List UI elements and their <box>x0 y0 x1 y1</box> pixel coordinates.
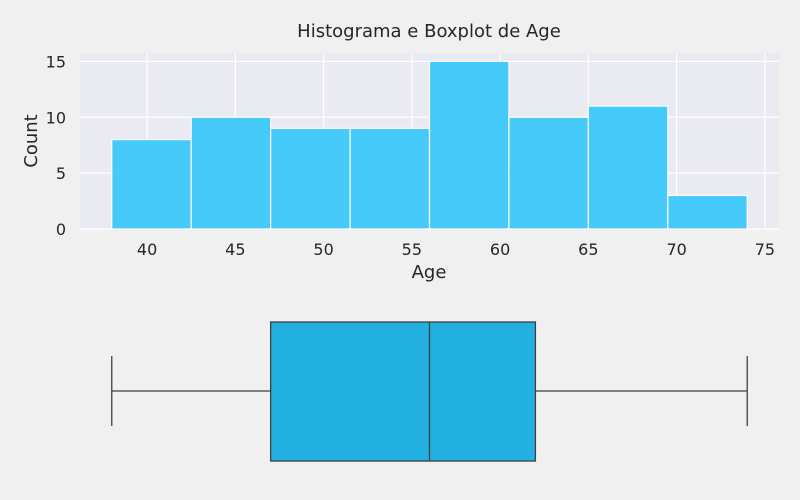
histogram-y-ticks: 0 5 10 15 <box>46 52 66 239</box>
x-axis-label: Age <box>412 262 447 283</box>
histogram-bar <box>270 127 351 230</box>
histogram-bar <box>508 116 589 230</box>
histogram-bar <box>349 127 431 230</box>
y-axis-label: Count <box>21 114 42 167</box>
histogram-bar <box>428 60 510 230</box>
y-tick-label: 0 <box>56 220 66 239</box>
x-tick-label: 70 <box>666 240 686 259</box>
y-tick-label: 15 <box>46 52 66 71</box>
boxplot <box>111 321 748 462</box>
histogram-bar <box>111 139 192 230</box>
histogram-bar <box>667 194 748 230</box>
histogram-bar <box>190 116 272 230</box>
histogram-bars <box>111 60 748 230</box>
x-tick-label: 45 <box>225 240 245 259</box>
x-tick-label: 60 <box>490 240 510 259</box>
x-tick-label: 40 <box>137 240 157 259</box>
histogram-x-ticks: 40 45 50 55 60 65 70 75 <box>137 240 775 259</box>
y-tick-label: 5 <box>56 164 66 183</box>
x-tick-label: 55 <box>402 240 422 259</box>
chart-title: Histograma e Boxplot de Age <box>297 21 561 42</box>
box-iqr <box>269 321 537 462</box>
x-tick-label: 65 <box>578 240 598 259</box>
y-tick-label: 10 <box>46 108 66 127</box>
histogram-bar <box>587 105 669 230</box>
x-tick-label: 75 <box>755 240 775 259</box>
x-tick-label: 50 <box>313 240 333 259</box>
